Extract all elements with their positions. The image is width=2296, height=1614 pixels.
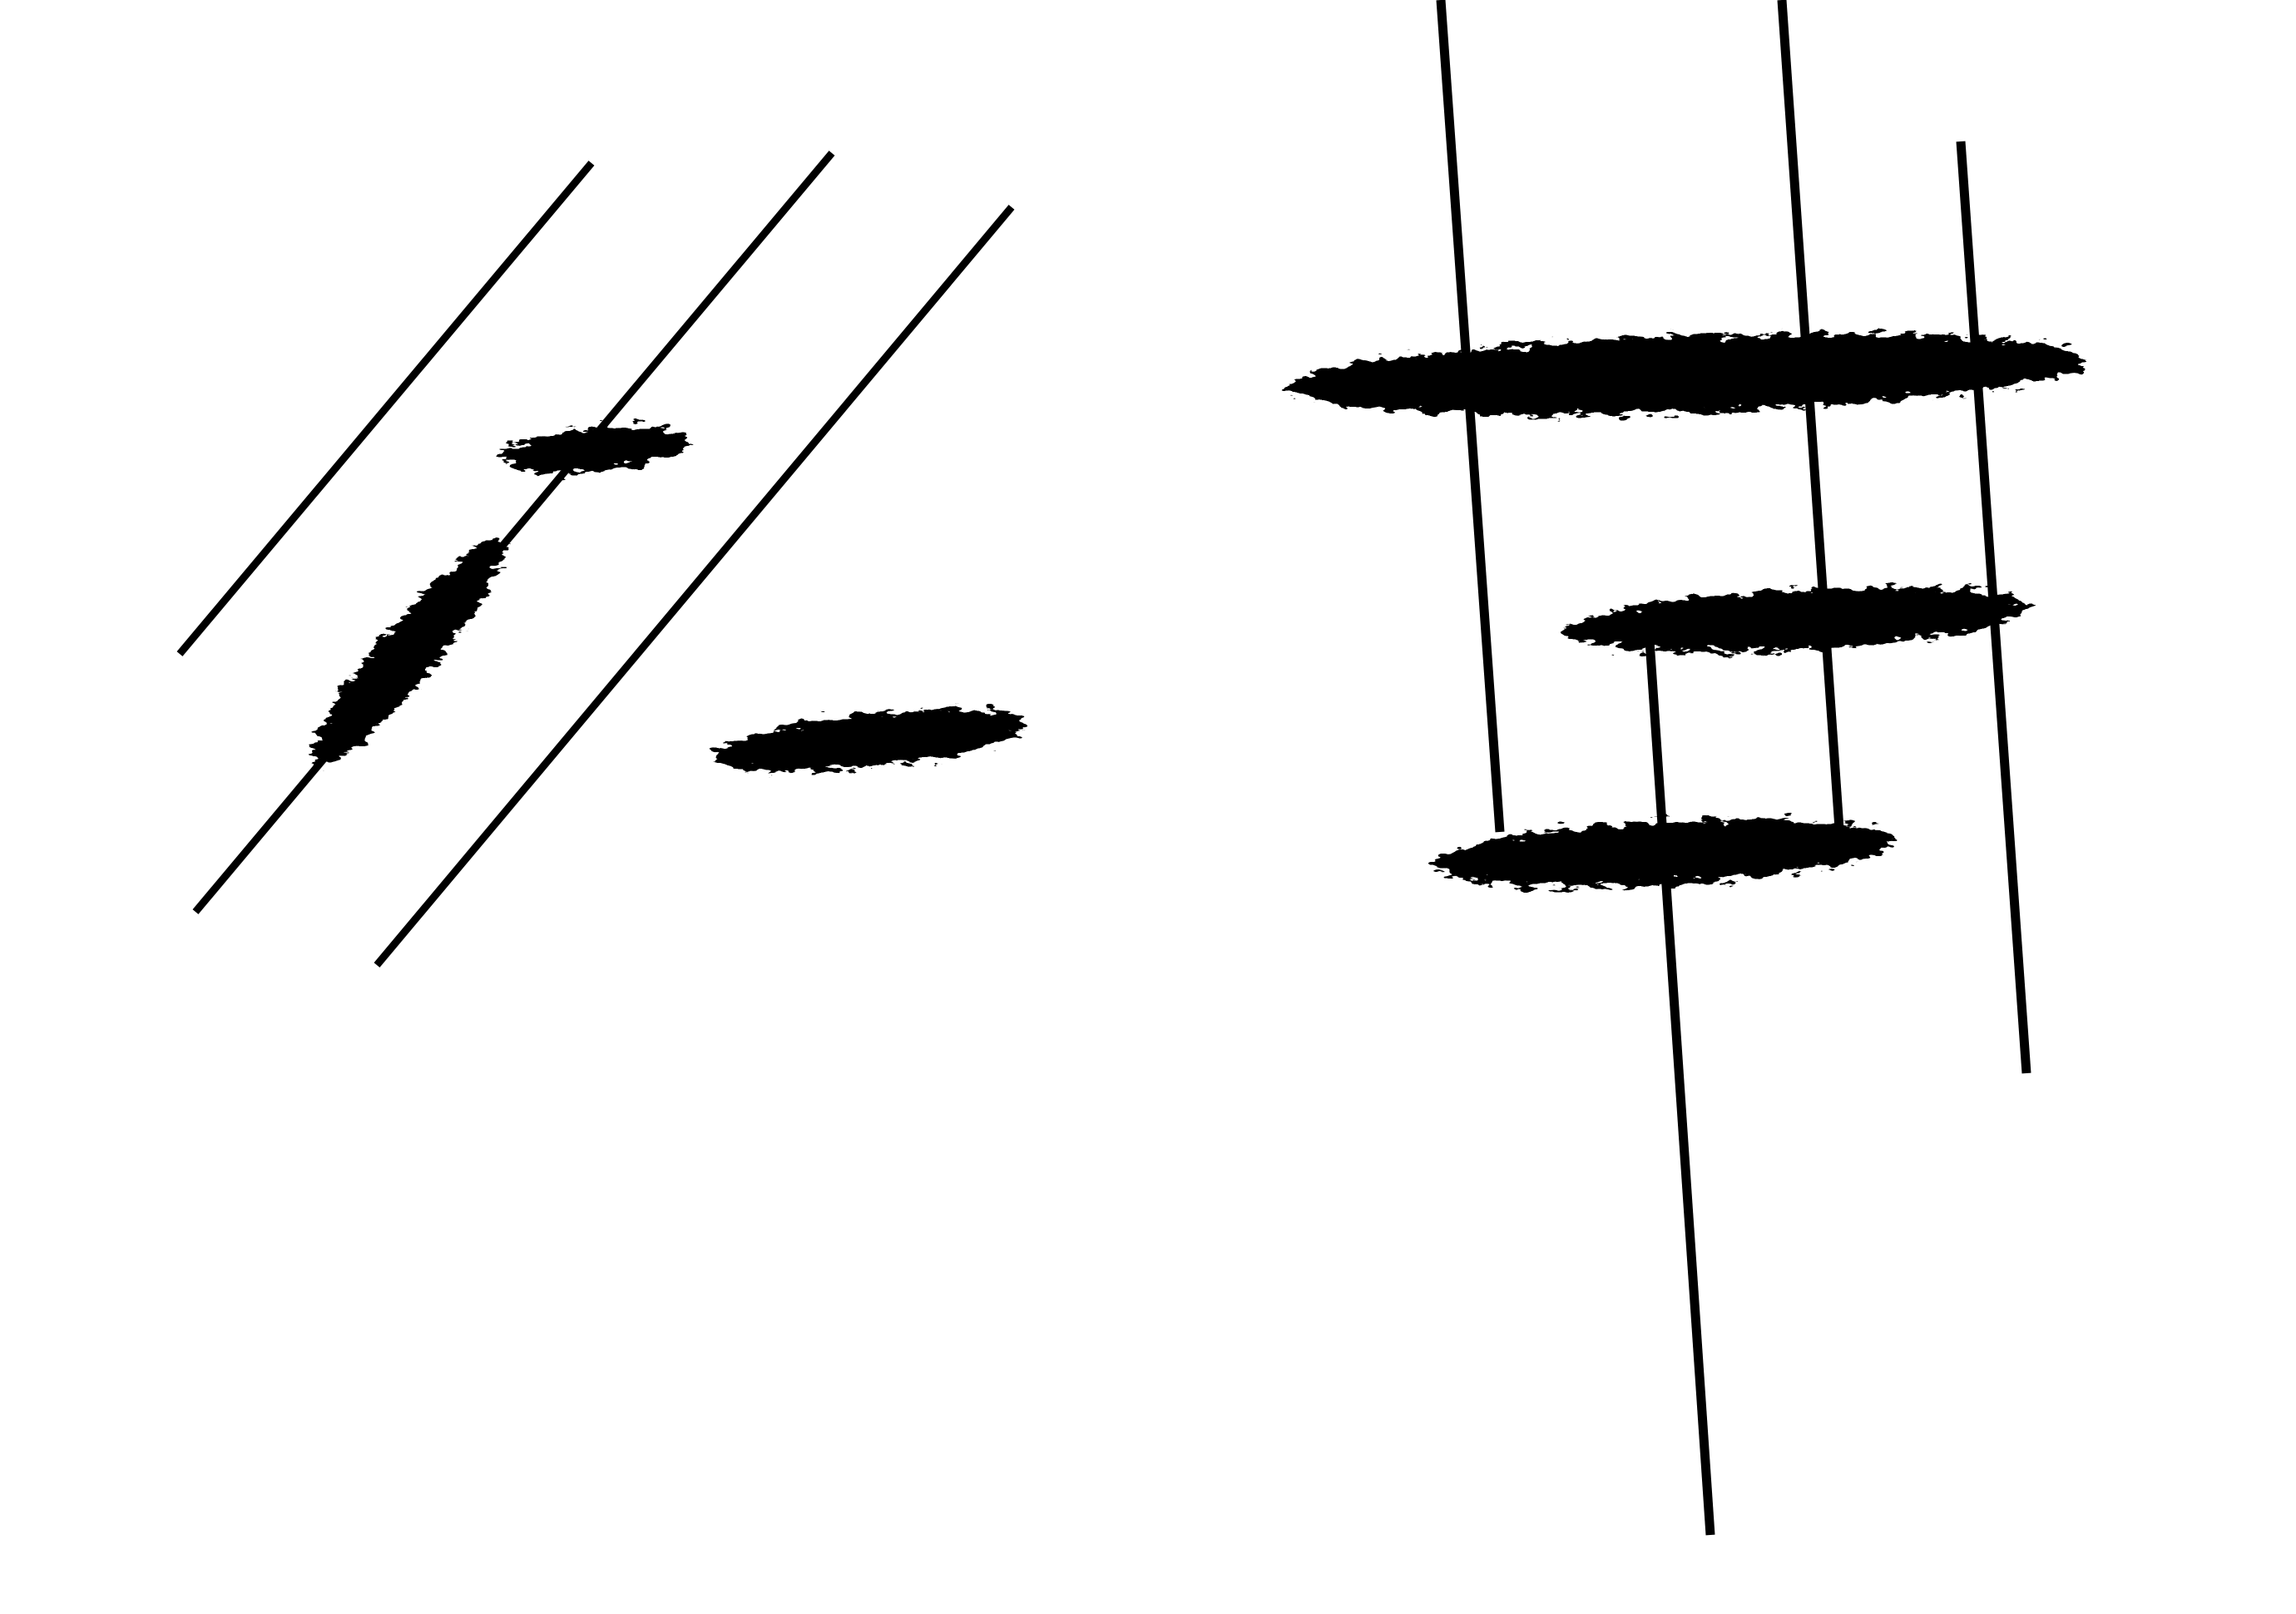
ink-smudge-small-upper	[499, 426, 690, 473]
ink-band-bottom	[1435, 819, 1893, 887]
right-panel	[1289, 0, 2088, 1536]
vertical-stroke-1	[1436, 0, 1505, 833]
diagonal-stroke-1	[176, 161, 595, 656]
diagonal-stroke-2	[192, 151, 835, 914]
left-panel	[176, 151, 1027, 968]
vertical-stroke-2	[1777, 0, 1846, 854]
ink-band-top	[1289, 334, 2088, 415]
vertical-stroke-4	[1645, 640, 1715, 1536]
ink-band-middle	[1564, 587, 2030, 652]
diagonal-stroke-3	[374, 205, 1015, 968]
ink-smudge-on-stroke	[311, 540, 504, 766]
ink-smudge-free	[712, 709, 1027, 772]
